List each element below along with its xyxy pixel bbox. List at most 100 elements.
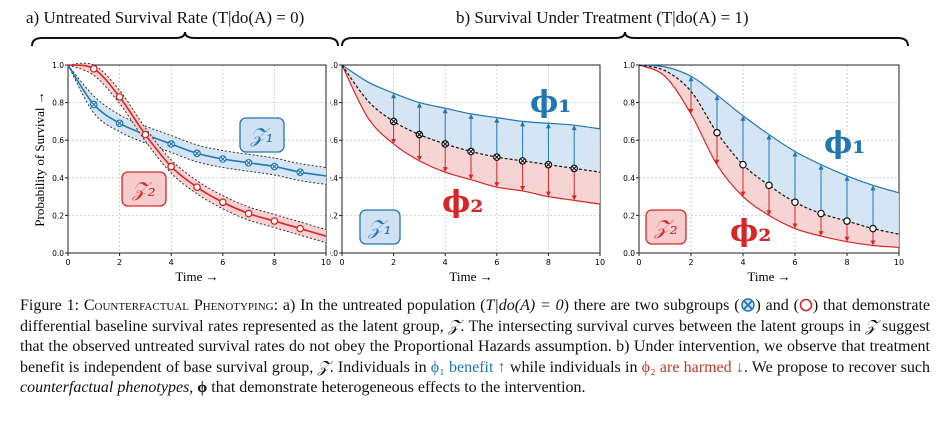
- baseline-point: [713, 128, 721, 137]
- baseline-point: [791, 198, 799, 207]
- baseline-point-cross: [468, 149, 474, 154]
- baseline-point-cross: [546, 162, 551, 168]
- x-tick-label: 6: [220, 258, 225, 267]
- harm-arrowhead: [494, 182, 500, 188]
- caption-title: Counterfactual Phenotyping: [83, 297, 274, 314]
- benefit-arrowhead: [416, 102, 422, 108]
- y-tick-label: 0.6: [330, 136, 338, 145]
- harm-arrowhead: [870, 240, 876, 246]
- circle-marker-icon: [799, 298, 813, 312]
- benefit-arrowhead: [740, 115, 746, 121]
- plot-border: [638, 64, 900, 254]
- caption-text: (: [734, 297, 740, 314]
- benefit-arrowhead: [520, 121, 526, 127]
- x-tick-label: 2: [391, 258, 396, 267]
- benefit-arrowhead: [391, 93, 397, 99]
- data-point-z1-cross: [91, 102, 97, 107]
- harm-arrowhead: [688, 108, 694, 114]
- confidence-band-Z2: [68, 63, 326, 243]
- caption-text: suggest that the observed untreated surv…: [20, 317, 931, 376]
- figure-caption: Figure 1: Counterfactual Phenotyping: a)…: [20, 296, 930, 399]
- y-tick-label: 1.0: [330, 61, 338, 70]
- caption-text: . We propose to recover such: [743, 358, 931, 376]
- baseline-point: [739, 160, 747, 169]
- caption-z: 𝒵: [448, 317, 461, 335]
- caption-text: : a) In the untreated population (: [273, 297, 486, 314]
- data-point-z2: [244, 209, 253, 218]
- harm-arrowhead: [792, 223, 798, 229]
- baseline-point-cross: [417, 132, 422, 137]
- y-tick-label: 0.8: [623, 99, 635, 108]
- harm-arrowhead: [468, 174, 474, 180]
- caption-text: . Individuals in: [329, 358, 431, 376]
- benefit-arrowhead: [870, 185, 876, 191]
- label-phi2: ϕ₂: [730, 214, 771, 249]
- y-axis-label: Probability of Survival →: [32, 91, 47, 226]
- benefit-arrowhead: [714, 95, 720, 101]
- y-tick-label: 0.0: [623, 249, 635, 258]
- cross-marker-icon: [740, 298, 755, 312]
- x-tick-label: 8: [546, 258, 551, 267]
- harm-arrowhead: [520, 185, 526, 191]
- data-point-z1-cross: [271, 164, 277, 169]
- harm-arrowhead: [740, 191, 746, 197]
- x-axis-label: Time →: [449, 269, 492, 284]
- harm-arrowhead: [416, 155, 422, 161]
- x-tick-label: 6: [494, 258, 499, 267]
- caption-text: while individuals in: [505, 358, 642, 376]
- x-tick-label: 10: [321, 258, 331, 267]
- harm-arrowhead: [545, 191, 551, 197]
- caption-fig-label: Figure 1:: [20, 297, 84, 314]
- y-tick-label: 0.4: [623, 174, 635, 183]
- x-tick-label: 2: [117, 258, 122, 267]
- label-z1-box: [239, 117, 285, 153]
- data-point-z2: [270, 217, 279, 225]
- harm-region: [342, 65, 600, 205]
- y-tick-label: 0.0: [52, 249, 64, 258]
- x-tick-label: 10: [595, 258, 605, 267]
- data-point-z2: [141, 130, 150, 139]
- benefit-arrowhead: [688, 76, 694, 82]
- benefit-arrowhead: [844, 175, 850, 181]
- x-axis-label: Time →: [175, 269, 218, 284]
- harm-arrowhead: [818, 231, 824, 237]
- y-tick-label: 0.8: [330, 99, 338, 108]
- label-z2: 𝒵₂: [131, 177, 155, 201]
- x-tick-label: 4: [169, 258, 174, 267]
- axes-frame: 0 2 4 6 8 10 0.0 0.2 0.4 0.6 0.8 1.0 Time → Probabili…: [32, 61, 331, 284]
- caption-text: that demonstrate heterogeneous effects t…: [207, 379, 586, 396]
- baseline-point-cross: [442, 141, 448, 147]
- data-point-z2: [89, 64, 98, 73]
- benefit-arrowhead: [442, 108, 448, 114]
- baseline-point-cross: [391, 119, 396, 124]
- y-tick-label: 0.2: [623, 211, 635, 220]
- benefit-arrowhead: [766, 134, 772, 140]
- y-tick-label: 1.0: [623, 61, 635, 70]
- y-tick-label: 0.8: [52, 99, 64, 108]
- label-z2-box: [645, 209, 687, 245]
- benefit-arrowhead: [571, 125, 577, 131]
- caption-phi1-benefit: ϕ₁ benefit ↑: [430, 358, 506, 376]
- harm-arrowhead: [442, 167, 448, 173]
- benefit-arrowhead: [494, 117, 500, 123]
- chart-treatment-z2: 0 2 4 6 8 10 0.0 0.2 0.4 0.6 0.8 1.0 Time → 𝒵₂ ϕ₁ ϕ₂: [623, 61, 904, 284]
- caption-math: T|do(A) = 0: [485, 297, 564, 314]
- baseline-point: [765, 181, 773, 190]
- y-tick-label: 0.4: [52, 174, 64, 183]
- data-point-z2: [115, 93, 124, 101]
- data-point-z1-cross: [168, 141, 174, 147]
- band-upper: [67, 64, 327, 168]
- baseline-point-cross: [571, 166, 577, 171]
- y-tick-label: 1.0: [52, 61, 64, 70]
- label-z1-box: [359, 209, 401, 245]
- x-tick-label: 0: [636, 258, 641, 267]
- data-point-z2: [296, 224, 305, 233]
- label-z1: 𝒵₁: [367, 215, 391, 239]
- caption-text: ,: [189, 379, 198, 396]
- data-point-z2: [193, 183, 201, 192]
- data-point-z1-cross: [297, 169, 303, 175]
- caption-italic: counterfactual phenotypes: [20, 379, 190, 396]
- baseline-point-cross: [494, 154, 500, 160]
- benefit-arrowhead: [792, 151, 798, 157]
- label-z2-box: [121, 171, 167, 207]
